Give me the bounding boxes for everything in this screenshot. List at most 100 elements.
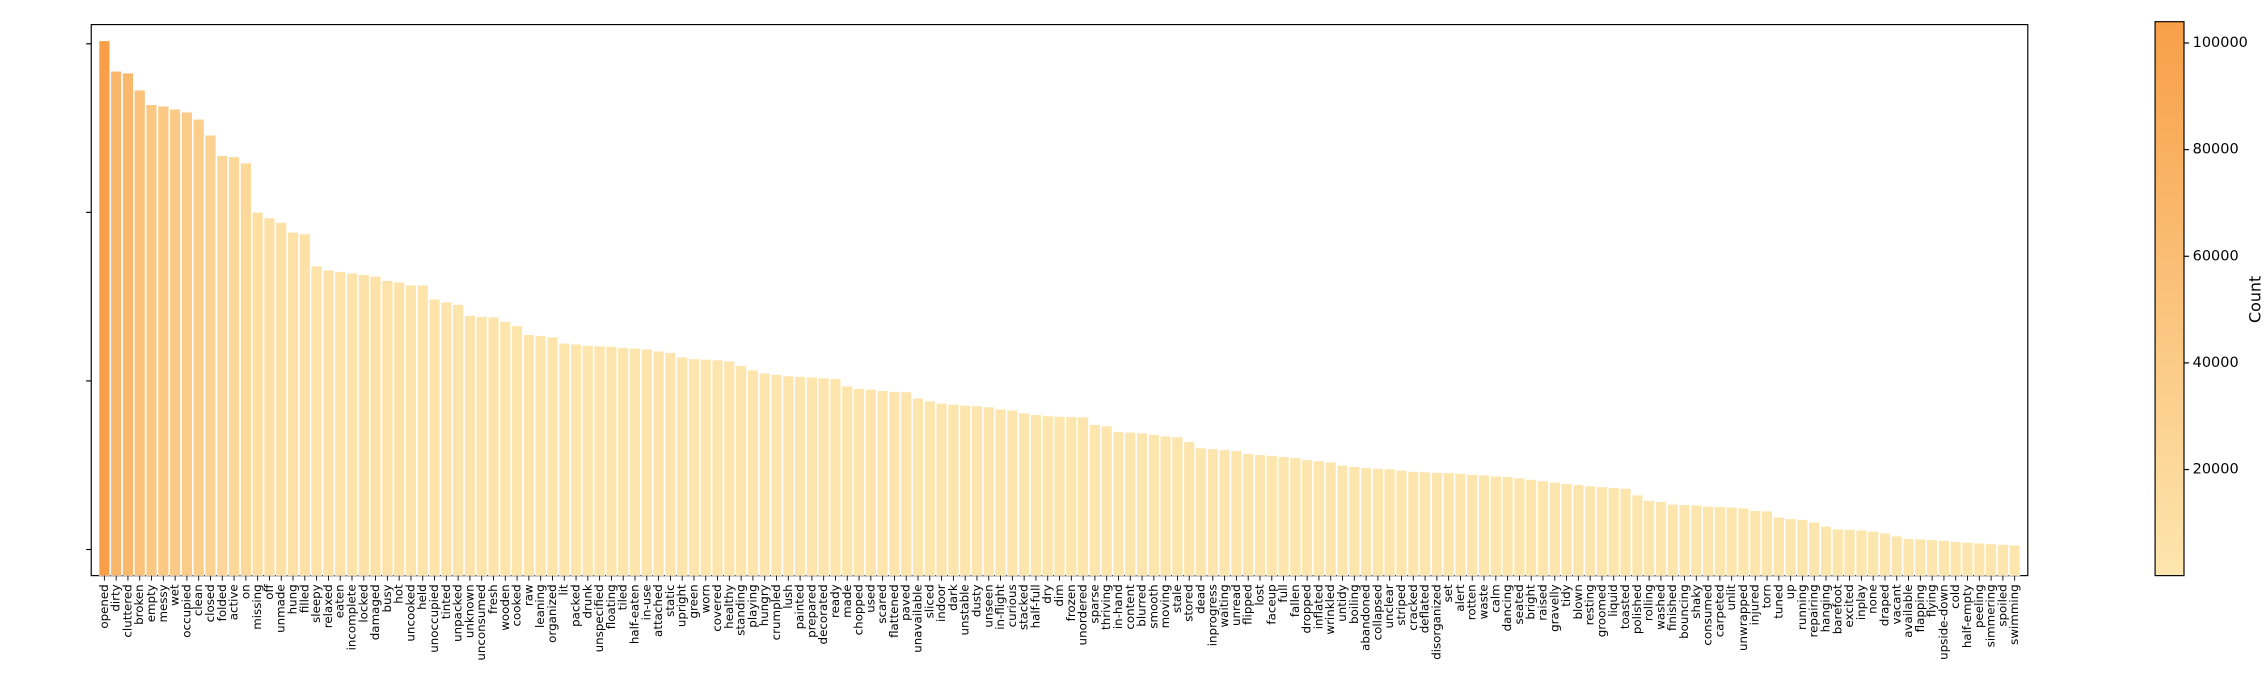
x-tick-label: ready [828, 584, 842, 618]
x-tick-label: unknown [462, 584, 476, 638]
bar [1195, 447, 1207, 576]
x-tick-label: unlit [1724, 584, 1738, 611]
x-tick-label: leaning [533, 584, 547, 628]
x-tick-label: collapsed [1370, 584, 1384, 640]
x-tick-label: fresh [486, 584, 500, 614]
bar [1431, 472, 1443, 576]
x-tick-label: attached [651, 584, 665, 637]
bar [570, 344, 582, 576]
bar [1844, 529, 1856, 576]
bar [1749, 510, 1761, 576]
bar [1348, 466, 1360, 576]
bar [499, 321, 511, 576]
bar [440, 302, 452, 576]
bar [1384, 468, 1396, 576]
x-tick-label: in-hand [1111, 584, 1125, 629]
bar [322, 269, 334, 576]
bar [1042, 415, 1054, 576]
bar [1301, 459, 1313, 576]
x-tick-label: unwrapped [1736, 584, 1750, 651]
x-tick-label: dim [1052, 584, 1066, 606]
colorbar-tick-label: 100000 [2193, 35, 2248, 51]
bar [1549, 482, 1561, 576]
x-tick-label: raw [521, 584, 535, 606]
x-tick-label: sliced [922, 584, 936, 618]
bar [971, 405, 983, 576]
bar [1678, 504, 1691, 576]
bar [1065, 416, 1077, 576]
bar [1537, 480, 1549, 576]
x-tick-label: frozen [1064, 584, 1078, 621]
bar [487, 316, 500, 576]
x-tick-label: seated [1512, 584, 1526, 624]
bar [1407, 471, 1419, 576]
x-tick-label: dropped [1300, 584, 1314, 633]
bar [1337, 465, 1349, 576]
x-tick-label: up [1783, 584, 1797, 599]
bar [653, 351, 665, 576]
bar [558, 343, 570, 576]
bar [782, 375, 794, 576]
bar [134, 90, 146, 576]
x-tick-label: dancing [1500, 584, 1514, 631]
bar [1950, 541, 1962, 576]
x-tick-label: filled [297, 584, 311, 613]
bar [1903, 538, 1915, 576]
x-tick-label: fallen [1288, 584, 1302, 617]
bar [594, 345, 606, 576]
bar [381, 280, 393, 576]
bar [299, 233, 311, 576]
bar [1667, 504, 1679, 576]
bar [1985, 543, 1997, 576]
bar [216, 155, 228, 576]
bar [995, 408, 1007, 576]
bar [605, 346, 617, 576]
x-tick-label: cracked [1406, 584, 1420, 630]
x-tick-label: unclear [1382, 584, 1396, 628]
x-tick-label: gravelly [1547, 584, 1561, 632]
bar [464, 315, 476, 576]
x-tick-label: decorated [816, 584, 830, 644]
x-tick-label: dead [1194, 584, 1208, 614]
bar [1572, 484, 1584, 576]
x-tick-label: organized [545, 584, 559, 643]
bar [452, 304, 464, 576]
x-tick-label: stacked [1017, 584, 1031, 630]
bar [1608, 487, 1620, 576]
x-tick-label: dry [1040, 584, 1054, 603]
x-tick-label: playing [745, 584, 759, 627]
x-tick-label: half-eaten [628, 584, 642, 644]
x-tick-label: flipped [1241, 584, 1255, 625]
x-tick-label: messy [156, 584, 170, 622]
bar [1891, 535, 1903, 576]
x-tick-label: stale [1170, 584, 1184, 613]
x-tick-label: running [1795, 584, 1809, 630]
x-tick-label: clean [191, 584, 205, 616]
bar [204, 134, 217, 576]
bar [1879, 532, 1891, 576]
bar [1914, 539, 1926, 576]
bar [1219, 449, 1231, 576]
bar [1832, 528, 1844, 576]
x-tick-label: calm [1488, 584, 1502, 613]
x-tick-label: waiting [1217, 584, 1231, 627]
bar [346, 273, 358, 576]
x-tick-label: wooden [498, 584, 512, 631]
bar [1124, 432, 1136, 576]
bar [311, 265, 323, 576]
x-tick-label: unconsumed [474, 584, 488, 660]
colorbar-label: Count [2246, 276, 2265, 323]
x-tick-label: scared [875, 584, 889, 623]
bar [1466, 474, 1478, 576]
bar [888, 391, 900, 576]
bar [1089, 424, 1101, 576]
bar [1490, 476, 1502, 576]
bar [794, 376, 806, 576]
x-tick-label: boiling [1347, 584, 1361, 624]
x-tick-label: curious [1005, 584, 1019, 627]
x-tick-label: in-use [639, 584, 653, 620]
bar [275, 222, 287, 576]
x-tick-label: folded [215, 584, 229, 621]
bar [818, 377, 830, 576]
bar [1690, 505, 1702, 576]
